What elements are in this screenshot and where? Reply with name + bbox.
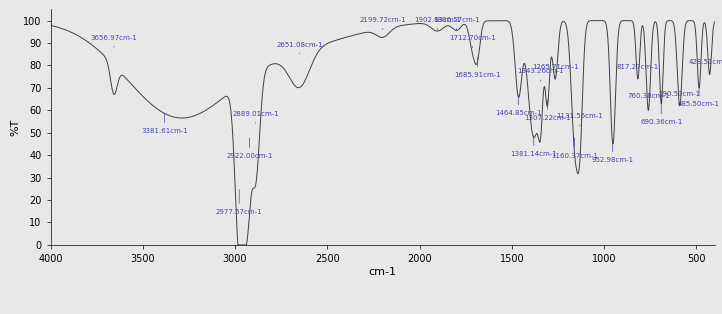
- Text: 2977.57cm-1: 2977.57cm-1: [216, 189, 263, 215]
- Text: 2889.01cm-1: 2889.01cm-1: [232, 111, 279, 123]
- Text: 1800.57cm-1: 1800.57cm-1: [433, 17, 479, 30]
- Text: 1712.70cm-1: 1712.70cm-1: [449, 35, 496, 47]
- Y-axis label: %T: %T: [10, 118, 20, 136]
- Text: 2199.72cm-1: 2199.72cm-1: [360, 17, 406, 30]
- Text: 485.50cm-1: 485.50cm-1: [678, 86, 720, 107]
- Text: 2651.08cm-1: 2651.08cm-1: [276, 41, 323, 54]
- Text: 428.51cm-1: 428.51cm-1: [689, 59, 722, 72]
- Text: 1381.14cm-1: 1381.14cm-1: [510, 136, 557, 157]
- Text: 590.53cm-1: 590.53cm-1: [658, 91, 700, 104]
- Text: 952.98cm-1: 952.98cm-1: [592, 142, 634, 164]
- Text: 1131.56cm-1: 1131.56cm-1: [557, 113, 603, 126]
- Text: 3656.97cm-1: 3656.97cm-1: [90, 35, 137, 47]
- Text: 1307.22cm-1: 1307.22cm-1: [524, 100, 570, 121]
- Text: 1464.85cm-1: 1464.85cm-1: [495, 95, 542, 116]
- Text: 1343.26cm-1: 1343.26cm-1: [518, 68, 564, 81]
- Text: 1160.37cm-1: 1160.37cm-1: [551, 138, 598, 159]
- Text: 1902.63cm-1: 1902.63cm-1: [414, 17, 461, 30]
- Text: 760.38cm-1: 760.38cm-1: [627, 93, 669, 106]
- Text: 690.36cm-1: 690.36cm-1: [640, 104, 682, 125]
- Text: 817.27cm-1: 817.27cm-1: [617, 64, 659, 77]
- Text: 3381.61cm-1: 3381.61cm-1: [142, 113, 188, 134]
- Text: 2922.00cm-1: 2922.00cm-1: [226, 138, 273, 159]
- X-axis label: cm-1: cm-1: [369, 267, 396, 277]
- Text: 1265.71cm-1: 1265.71cm-1: [531, 64, 578, 77]
- Text: 1685.91cm-1: 1685.91cm-1: [454, 57, 501, 78]
